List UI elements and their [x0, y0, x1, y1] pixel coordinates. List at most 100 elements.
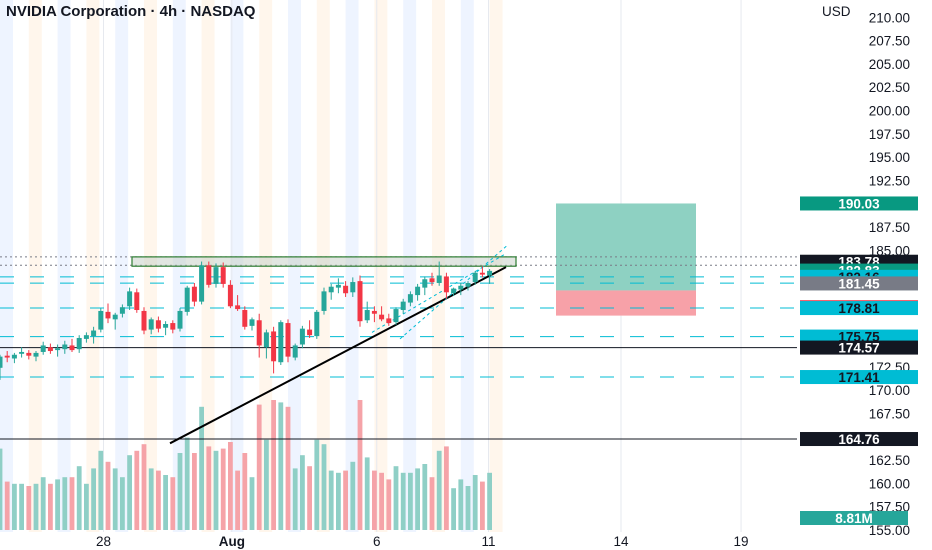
- volume-bar: [357, 400, 363, 530]
- volume-bar: [300, 455, 305, 530]
- price-tag: [800, 432, 918, 447]
- price-tick-label: 167.50: [869, 406, 910, 421]
- candle-body: [271, 331, 277, 362]
- volume-bar: [408, 472, 413, 530]
- volume-bar: [26, 486, 32, 530]
- candle-body: [4, 355, 10, 358]
- volume-bar: [141, 444, 147, 530]
- volume-bar: [422, 464, 428, 530]
- volume-bar: [0, 448, 3, 530]
- candle-body: [350, 282, 356, 293]
- candle-body: [357, 281, 363, 322]
- candle-body: [364, 310, 370, 321]
- candle-body: [285, 323, 291, 357]
- price-tick-label: 170.00: [869, 383, 910, 398]
- price-tag-label: 164.76: [838, 432, 880, 447]
- currency-label[interactable]: USD: [822, 4, 851, 19]
- candle-body: [26, 352, 32, 356]
- candle-body: [458, 285, 464, 290]
- volume-bar: [62, 477, 68, 530]
- candle-body: [422, 279, 428, 288]
- price-axis[interactable]: 210.00 207.50 205.00 202.50 200.00 197.50 195.…: [797, 0, 932, 550]
- volume-bar: [465, 486, 471, 530]
- candle-body: [177, 310, 183, 329]
- volume-bar: [199, 406, 204, 530]
- volume-bar: [321, 444, 327, 530]
- candle-body: [148, 319, 154, 330]
- session-stripe: [28, 0, 42, 532]
- volume-bar: [458, 479, 464, 530]
- volume-bar: [364, 457, 370, 530]
- chart-title: NVIDIA Corporation · 4h · NASDAQ: [6, 3, 256, 20]
- candle-body: [199, 265, 205, 302]
- candle-body: [256, 320, 262, 346]
- volume-bar: [112, 468, 118, 530]
- volume-bar: [213, 450, 219, 530]
- volume-tag: [800, 511, 908, 525]
- price-tag: [800, 329, 918, 344]
- volume-bar: [336, 472, 341, 530]
- candle-body: [429, 278, 435, 283]
- candle-body: [321, 291, 327, 311]
- price-tag: [800, 370, 918, 385]
- volume-bar: [192, 453, 197, 530]
- resistance-box: [131, 256, 517, 267]
- volume-bar: [415, 468, 420, 530]
- price-tag-label: 181.45: [838, 276, 880, 291]
- price-tick-label: 210.00: [869, 10, 910, 25]
- candle-body: [55, 348, 61, 351]
- candle-body: [307, 329, 313, 336]
- volume-bar: [84, 483, 89, 530]
- price-tick-label: 160.00: [869, 476, 910, 491]
- volume-bar: [19, 483, 24, 530]
- volume-bar: [12, 483, 17, 530]
- candle-body: [263, 332, 269, 348]
- time-tick-label: 28: [96, 534, 111, 549]
- volume-bar: [400, 472, 406, 530]
- volume-bars: [0, 400, 492, 530]
- volume-bar: [156, 470, 161, 530]
- candle-body: [393, 309, 399, 323]
- volume-bar: [105, 461, 111, 530]
- candle-body: [62, 344, 68, 350]
- candle-body: [249, 319, 255, 326]
- volume-bar: [285, 406, 291, 530]
- price-tag-label: 178.81: [838, 301, 880, 316]
- session-stripe: [0, 0, 13, 532]
- candle-body: [76, 337, 82, 350]
- price-tag-label: 190.03: [838, 196, 880, 211]
- target-zone: [556, 203, 696, 291]
- session-stripe: [115, 0, 129, 532]
- price-tick-label: 197.50: [869, 127, 910, 142]
- candle-body: [47, 347, 53, 352]
- volume-bar: [307, 466, 312, 530]
- volume-bar: [256, 404, 262, 530]
- volume-bar: [98, 450, 104, 530]
- volume-bar: [350, 461, 356, 530]
- trendline: [169, 266, 507, 445]
- price-tick-label: 187.50: [869, 220, 910, 235]
- volume-bar: [264, 439, 269, 530]
- candle-body: [436, 275, 442, 283]
- session-stripe: [57, 0, 71, 532]
- volume-bar: [242, 453, 248, 530]
- price-tick-label: 195.00: [869, 150, 910, 165]
- price-tick-label: 207.50: [869, 34, 910, 49]
- volume-bar: [429, 477, 435, 530]
- volume-bar: [314, 439, 320, 530]
- candle-body: [386, 318, 392, 324]
- volume-bar: [480, 481, 485, 530]
- candle-body: [213, 267, 219, 284]
- time-axis[interactable]: 28 Aug 6 11 14 19: [0, 532, 797, 550]
- candle-body: [487, 270, 493, 276]
- volume-bar: [163, 475, 168, 530]
- drawings[interactable]: [0, 203, 797, 445]
- volume-bar: [127, 455, 132, 530]
- candle-body: [155, 320, 161, 329]
- candle-body: [170, 323, 176, 330]
- volume-bar: [170, 477, 176, 530]
- volume-bar: [386, 479, 392, 530]
- candle-body: [328, 286, 334, 293]
- time-tick-label: 11: [482, 534, 496, 549]
